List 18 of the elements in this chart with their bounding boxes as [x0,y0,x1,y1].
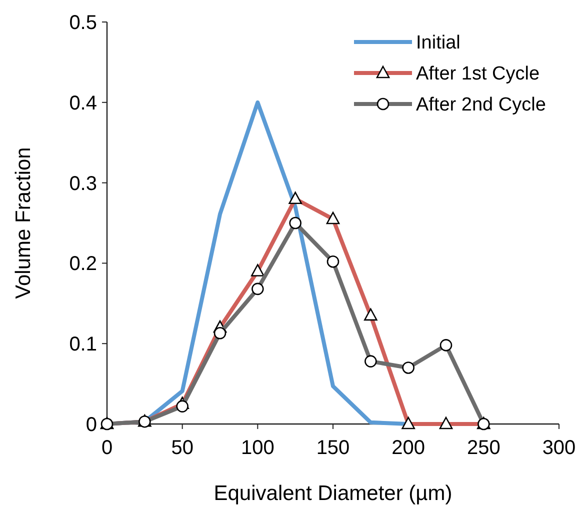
y-tick-label: 0.5 [69,12,97,34]
y-tick-label: 0 [86,414,97,436]
x-tick-label: 150 [316,437,350,459]
legend-label: Initial [416,32,460,54]
legend-label: After 2nd Cycle [416,94,546,116]
x-tick-label: 100 [240,437,274,459]
x-tick-label: 250 [466,437,500,459]
legend-label: After 1st Cycle [416,64,540,85]
x-tick-label: 0 [101,437,113,459]
y-tick-label: 0.1 [69,334,97,356]
x-tick-label: 200 [392,437,426,459]
x-tick-label: 300 [542,437,576,459]
y-tick-label: 0.4 [69,92,97,114]
y-tick-label: 0.2 [69,253,97,276]
y-tick-label: 0.3 [69,172,97,195]
y-axis-title: Volume Fraction [12,147,35,299]
x-axis-title: Equivalent Diameter (µm) [214,482,452,505]
x-tick-label: 50 [171,437,194,459]
